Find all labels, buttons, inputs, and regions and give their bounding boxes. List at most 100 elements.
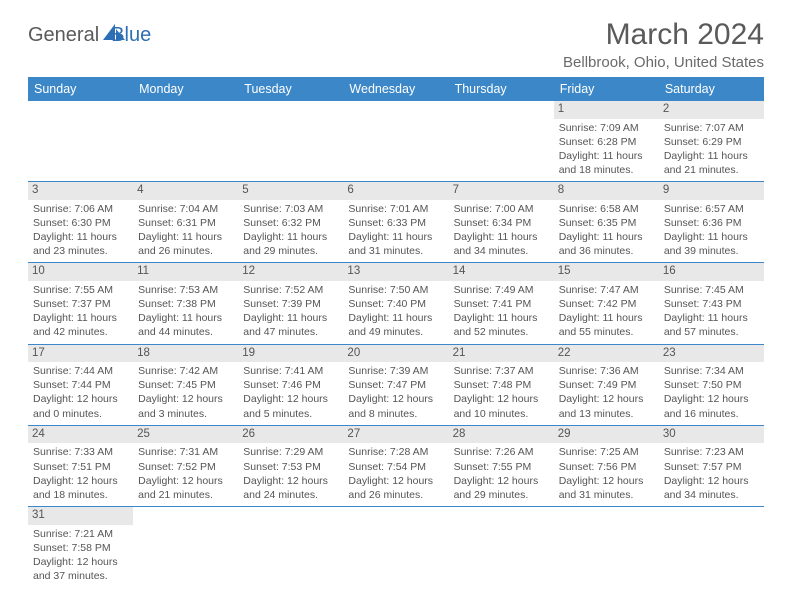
- day-header: Thursday: [449, 77, 554, 101]
- calendar-cell: 6Sunrise: 7:01 AMSunset: 6:33 PMDaylight…: [343, 182, 448, 263]
- calendar-row: 24Sunrise: 7:33 AMSunset: 7:51 PMDayligh…: [28, 425, 764, 506]
- day-header: Tuesday: [238, 77, 343, 101]
- daylight: Daylight: 11 hours and 21 minutes.: [664, 149, 759, 177]
- day-number: 26: [238, 426, 343, 444]
- day-number: 19: [238, 345, 343, 363]
- sunrise: Sunrise: 7:03 AM: [243, 202, 338, 216]
- day-number: 13: [343, 263, 448, 281]
- day-number: 25: [133, 426, 238, 444]
- sunrise: Sunrise: 7:50 AM: [348, 283, 443, 297]
- day-number: 9: [659, 182, 764, 200]
- sunset: Sunset: 7:45 PM: [138, 378, 233, 392]
- sunset: Sunset: 7:48 PM: [454, 378, 549, 392]
- sunset: Sunset: 6:28 PM: [559, 135, 654, 149]
- calendar-row: 3Sunrise: 7:06 AMSunset: 6:30 PMDaylight…: [28, 182, 764, 263]
- daylight: Daylight: 12 hours and 3 minutes.: [138, 392, 233, 420]
- sunrise: Sunrise: 7:49 AM: [454, 283, 549, 297]
- sunset: Sunset: 7:56 PM: [559, 460, 654, 474]
- sunrise: Sunrise: 7:52 AM: [243, 283, 338, 297]
- daylight: Daylight: 11 hours and 55 minutes.: [559, 311, 654, 339]
- sunset: Sunset: 7:55 PM: [454, 460, 549, 474]
- daylight: Daylight: 12 hours and 18 minutes.: [33, 474, 128, 502]
- calendar-cell: [238, 507, 343, 588]
- calendar-cell: [238, 101, 343, 182]
- sunset: Sunset: 7:44 PM: [33, 378, 128, 392]
- day-number: 6: [343, 182, 448, 200]
- day-number: 1: [554, 101, 659, 119]
- sunset: Sunset: 7:42 PM: [559, 297, 654, 311]
- sunset: Sunset: 6:34 PM: [454, 216, 549, 230]
- daylight: Daylight: 12 hours and 13 minutes.: [559, 392, 654, 420]
- calendar-cell: 27Sunrise: 7:28 AMSunset: 7:54 PMDayligh…: [343, 425, 448, 506]
- calendar-cell: 3 Sunrise: 7:06 AMSunset: 6:30 PMDaylight…: [28, 182, 133, 263]
- calendar-cell: 30Sunrise: 7:23 AMSunset: 7:57 PMDayligh…: [659, 425, 764, 506]
- day-number: 2: [659, 101, 764, 119]
- daylight: Daylight: 12 hours and 24 minutes.: [243, 474, 338, 502]
- calendar-cell: 10Sunrise: 7:55 AMSunset: 7:37 PMDayligh…: [28, 263, 133, 344]
- sunset: Sunset: 7:43 PM: [664, 297, 759, 311]
- sunrise: Sunrise: 7:07 AM: [664, 121, 759, 135]
- calendar-cell: 14Sunrise: 7:49 AMSunset: 7:41 PMDayligh…: [449, 263, 554, 344]
- calendar-cell: 7Sunrise: 7:00 AMSunset: 6:34 PMDaylight…: [449, 182, 554, 263]
- daylight: Daylight: 11 hours and 18 minutes.: [559, 149, 654, 177]
- calendar-cell: 24Sunrise: 7:33 AMSunset: 7:51 PMDayligh…: [28, 425, 133, 506]
- sunrise: Sunrise: 7:44 AM: [33, 364, 128, 378]
- sunset: Sunset: 6:36 PM: [664, 216, 759, 230]
- calendar-cell: 25Sunrise: 7:31 AMSunset: 7:52 PMDayligh…: [133, 425, 238, 506]
- sunset: Sunset: 7:53 PM: [243, 460, 338, 474]
- sunrise: Sunrise: 7:09 AM: [559, 121, 654, 135]
- day-number: 12: [238, 263, 343, 281]
- sunset: Sunset: 7:39 PM: [243, 297, 338, 311]
- sunset: Sunset: 7:51 PM: [33, 460, 128, 474]
- day-number: 16: [659, 263, 764, 281]
- calendar-cell: [449, 101, 554, 182]
- day-header: Friday: [554, 77, 659, 101]
- calendar-cell: 23Sunrise: 7:34 AMSunset: 7:50 PMDayligh…: [659, 344, 764, 425]
- calendar-cell: 15Sunrise: 7:47 AMSunset: 7:42 PMDayligh…: [554, 263, 659, 344]
- sunset: Sunset: 6:32 PM: [243, 216, 338, 230]
- logo: General Blue: [28, 18, 151, 47]
- sunset: Sunset: 7:57 PM: [664, 460, 759, 474]
- daylight: Daylight: 12 hours and 10 minutes.: [454, 392, 549, 420]
- day-number: 3: [28, 182, 133, 200]
- calendar-cell: 29Sunrise: 7:25 AMSunset: 7:56 PMDayligh…: [554, 425, 659, 506]
- day-number: 11: [133, 263, 238, 281]
- day-number: 30: [659, 426, 764, 444]
- sunrise: Sunrise: 7:06 AM: [33, 202, 128, 216]
- calendar-cell: 19Sunrise: 7:41 AMSunset: 7:46 PMDayligh…: [238, 344, 343, 425]
- daylight: Daylight: 11 hours and 49 minutes.: [348, 311, 443, 339]
- header-right: March 2024 Bellbrook, Ohio, United State…: [563, 18, 764, 71]
- sunset: Sunset: 6:31 PM: [138, 216, 233, 230]
- daylight: Daylight: 12 hours and 31 minutes.: [559, 474, 654, 502]
- daylight: Daylight: 11 hours and 42 minutes.: [33, 311, 128, 339]
- day-number: 27: [343, 426, 448, 444]
- calendar-cell: 28Sunrise: 7:26 AMSunset: 7:55 PMDayligh…: [449, 425, 554, 506]
- sunset: Sunset: 7:38 PM: [138, 297, 233, 311]
- sunrise: Sunrise: 7:41 AM: [243, 364, 338, 378]
- day-number: 7: [449, 182, 554, 200]
- sunrise: Sunrise: 7:39 AM: [348, 364, 443, 378]
- sunrise: Sunrise: 7:42 AM: [138, 364, 233, 378]
- calendar-cell: 22Sunrise: 7:36 AMSunset: 7:49 PMDayligh…: [554, 344, 659, 425]
- day-number: 10: [28, 263, 133, 281]
- sunrise: Sunrise: 7:31 AM: [138, 445, 233, 459]
- sunset: Sunset: 6:33 PM: [348, 216, 443, 230]
- day-number: 21: [449, 345, 554, 363]
- day-number: 31: [28, 507, 133, 525]
- calendar-cell: 8Sunrise: 6:58 AMSunset: 6:35 PMDaylight…: [554, 182, 659, 263]
- calendar-cell: [659, 507, 764, 588]
- daylight: Daylight: 11 hours and 36 minutes.: [559, 230, 654, 258]
- daylight: Daylight: 11 hours and 31 minutes.: [348, 230, 443, 258]
- day-number: 17: [28, 345, 133, 363]
- daylight: Daylight: 12 hours and 0 minutes.: [33, 392, 128, 420]
- calendar-cell: 20Sunrise: 7:39 AMSunset: 7:47 PMDayligh…: [343, 344, 448, 425]
- sunset: Sunset: 6:30 PM: [33, 216, 128, 230]
- day-number: 23: [659, 345, 764, 363]
- calendar-page: General Blue March 2024 Bellbrook, Ohio,…: [0, 0, 792, 605]
- daylight: Daylight: 11 hours and 23 minutes.: [33, 230, 128, 258]
- day-header: Wednesday: [343, 77, 448, 101]
- calendar-cell: [133, 101, 238, 182]
- calendar-row: 1Sunrise: 7:09 AMSunset: 6:28 PMDaylight…: [28, 101, 764, 182]
- sunset: Sunset: 7:41 PM: [454, 297, 549, 311]
- day-number: 14: [449, 263, 554, 281]
